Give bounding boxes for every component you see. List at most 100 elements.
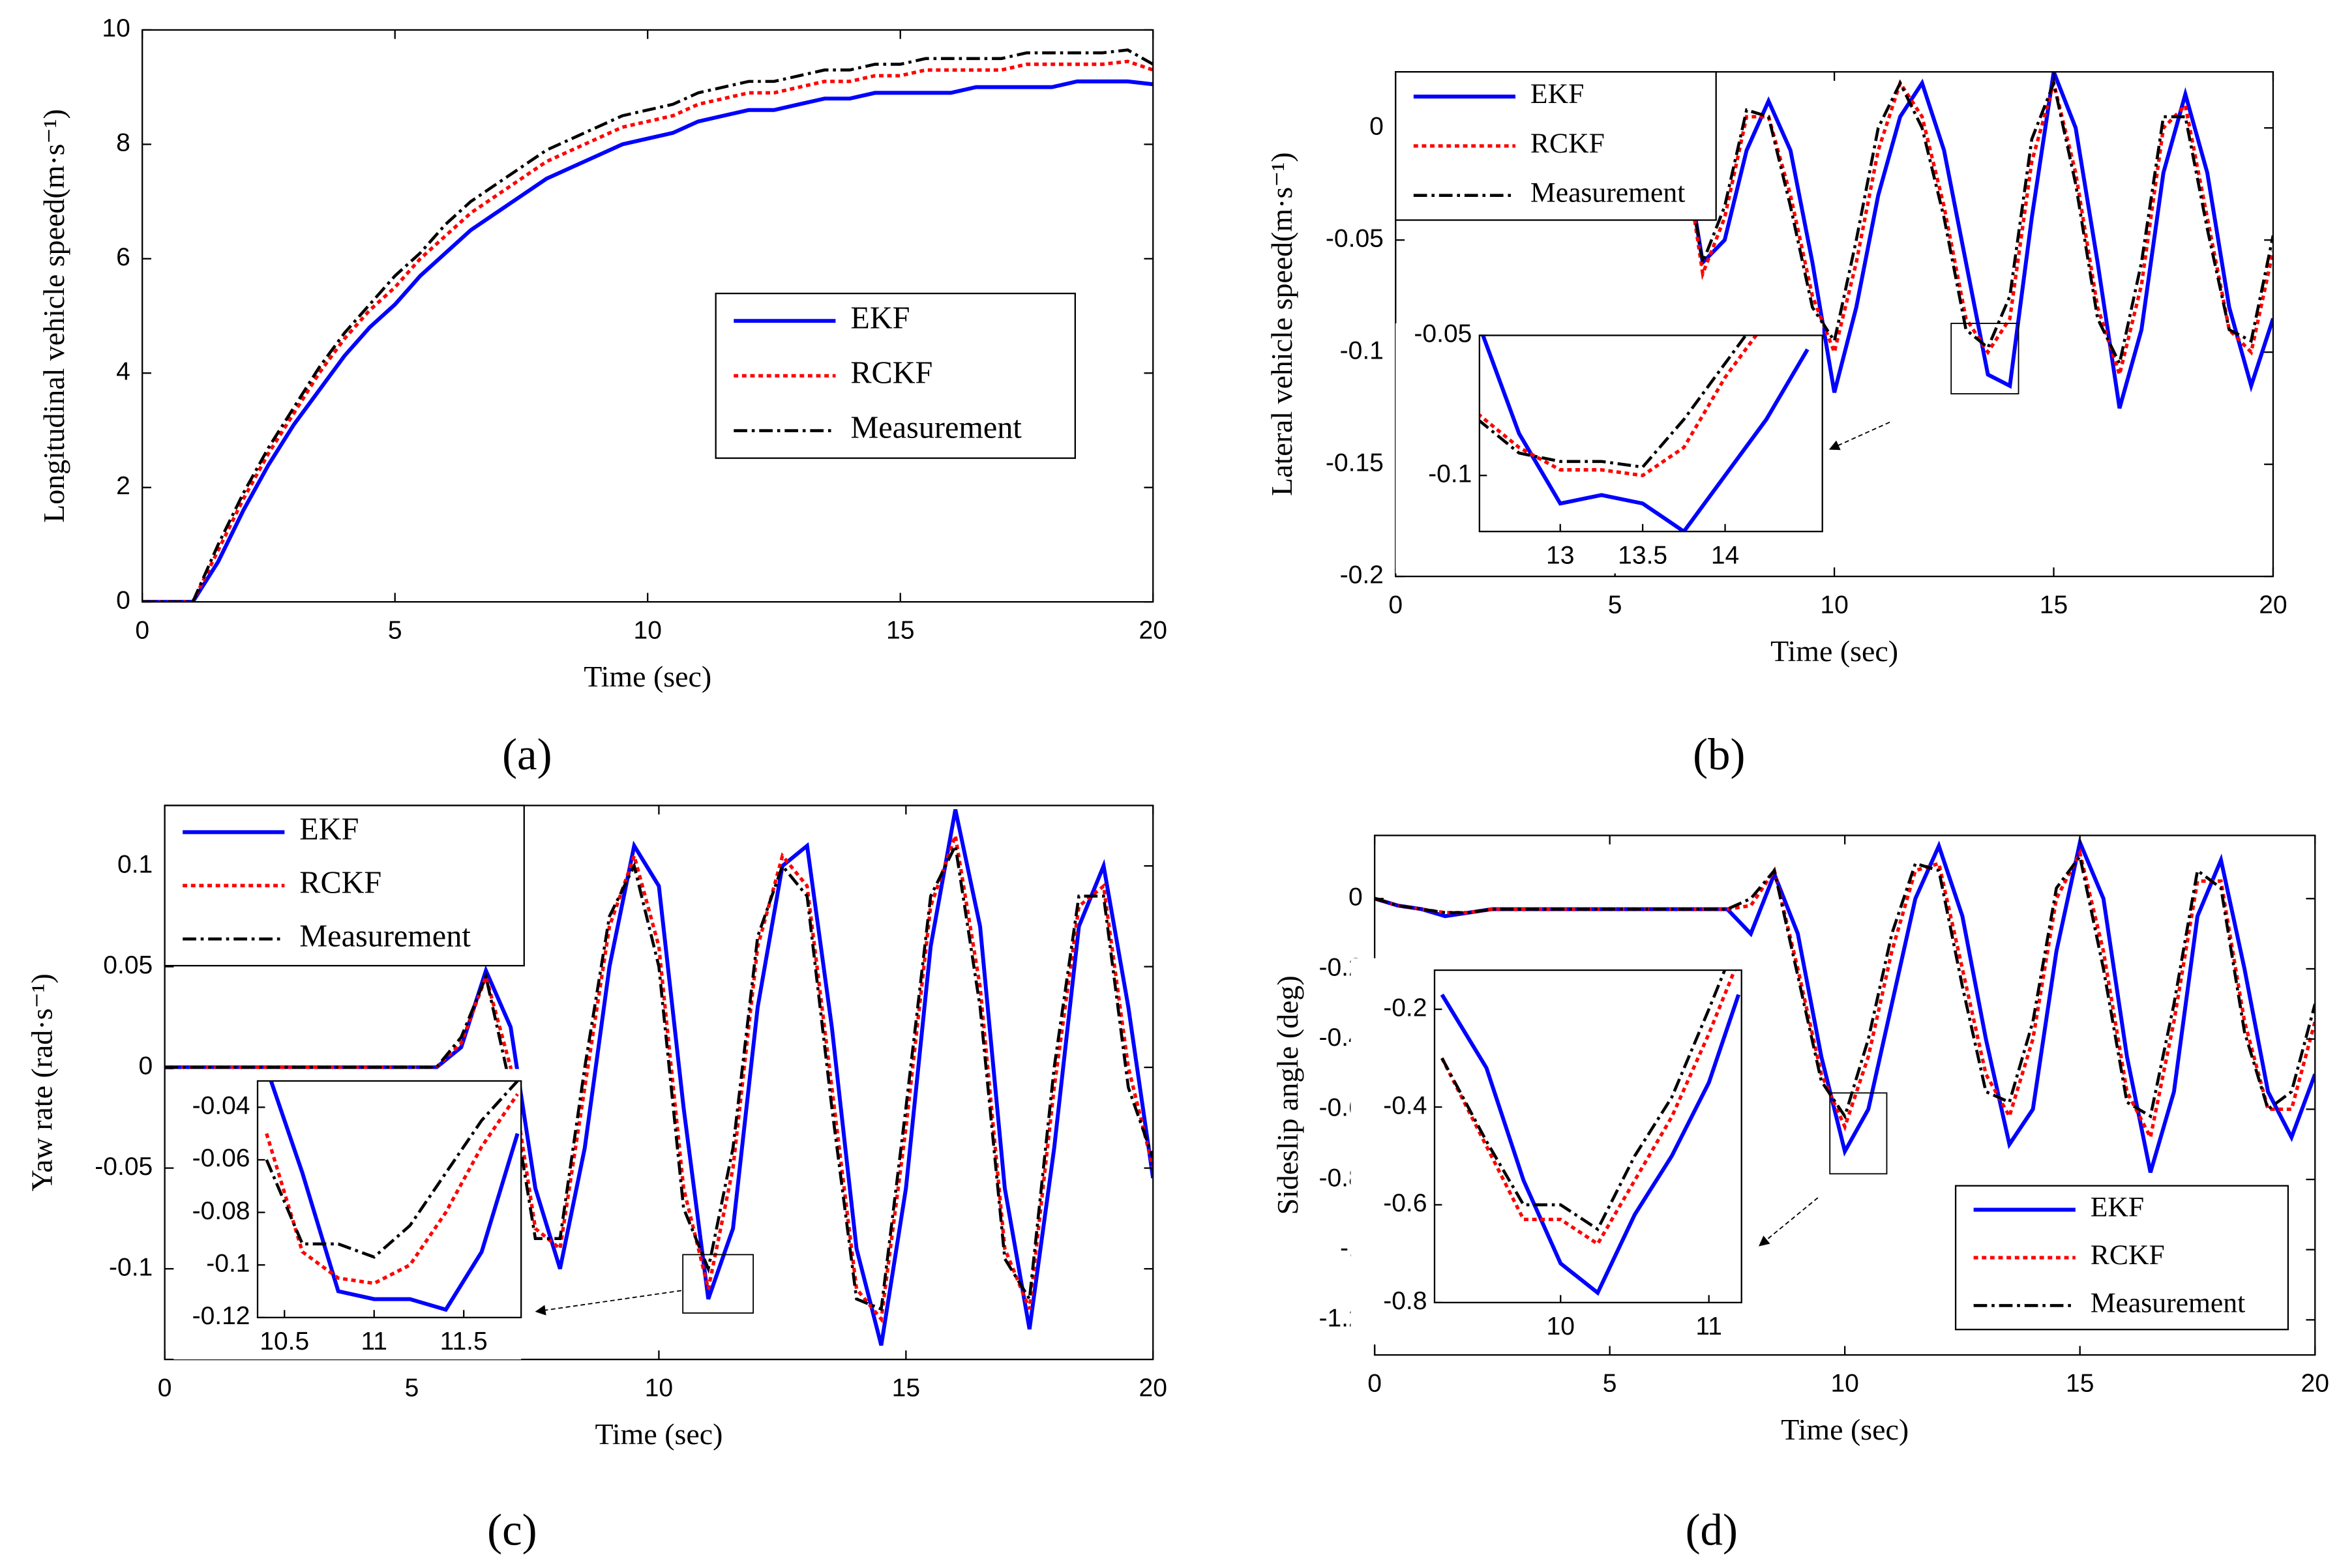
- inset-y-tick-label: -0.06: [192, 1144, 250, 1172]
- y-axis-label: Sideslip angle (deg): [1271, 975, 1304, 1215]
- inset-series-group: [1440, 970, 1740, 1296]
- panel-label: (c): [487, 1505, 537, 1555]
- x-tick-label: 5: [1603, 1369, 1617, 1397]
- inset-series-group: [265, 1080, 520, 1312]
- x-tick-label: 20: [1139, 616, 1167, 644]
- x-tick-label: 5: [1608, 591, 1622, 619]
- x-tick-label: 10: [645, 1374, 673, 1402]
- inset-y-tick-label: -0.2: [1383, 994, 1427, 1022]
- x-tick-label: 15: [2066, 1369, 2094, 1397]
- legend-label: EKF: [1530, 78, 1584, 110]
- x-tick-label: 0: [135, 616, 149, 644]
- x-tick-label: 0: [158, 1374, 172, 1402]
- x-tick-label: 5: [405, 1374, 419, 1402]
- legend-label: Measurement: [850, 411, 1022, 445]
- panel-label: (a): [502, 730, 552, 779]
- y-tick-label: 8: [116, 129, 130, 157]
- axes-box: [164, 805, 1154, 1361]
- panel-label: (d): [1686, 1505, 1738, 1555]
- y-tick-label: -0.05: [95, 1153, 153, 1181]
- series-line: [1395, 76, 2273, 381]
- x-tick-label: 20: [2259, 591, 2287, 619]
- y-axis-label: Longitudinal vehicle speed(m·s⁻¹): [37, 109, 70, 523]
- y-tick-label: 0: [1348, 883, 1363, 911]
- y-axis-label: Yaw rate (rad·s⁻¹): [25, 973, 58, 1191]
- inset-x-tick-label: 11: [1695, 1312, 1722, 1340]
- series-line: [142, 48, 1154, 602]
- x-tick-label: 20: [2301, 1369, 2329, 1397]
- legend-label: RCKF: [2091, 1239, 2165, 1271]
- inset-y-tick-label: -0.8: [1383, 1287, 1427, 1315]
- y-tick-label: -0.15: [1326, 449, 1384, 477]
- inset-line: [1440, 970, 1736, 1247]
- inset-x-tick-label: 13.5: [1618, 542, 1667, 570]
- series-group: [1375, 836, 2316, 1174]
- x-tick-label: 15: [2040, 591, 2068, 619]
- legend-label: Measurement: [1530, 177, 1685, 209]
- inset-x-tick-label: 11: [361, 1327, 387, 1355]
- inset-line: [1479, 335, 1759, 478]
- x-tick-label: 10: [1820, 591, 1848, 619]
- legend-label: EKF: [2091, 1191, 2144, 1222]
- legend-label: Measurement: [2091, 1287, 2245, 1318]
- y-tick-label: 4: [116, 358, 130, 386]
- legend-label: EKF: [299, 812, 359, 846]
- x-axis-label: Time (sec): [1770, 634, 1898, 668]
- x-tick-label: 10: [634, 616, 662, 644]
- legend-label: RCKF: [1530, 128, 1605, 159]
- inset-line: [265, 1093, 519, 1286]
- inset-box: [1478, 334, 1823, 533]
- series-line: [142, 59, 1154, 602]
- zoom-arrow: [535, 1290, 682, 1316]
- inset-y-tick-label: -0.6: [1383, 1189, 1427, 1217]
- y-tick-label: 2: [116, 472, 130, 500]
- inset-box: [1433, 969, 1742, 1303]
- inset-x-tick-label: 10: [1547, 1312, 1575, 1340]
- y-tick-label: 0: [139, 1052, 153, 1080]
- series-group: [164, 809, 1154, 1346]
- panel-label: (b): [1693, 730, 1745, 779]
- y-tick-label: 6: [116, 243, 130, 271]
- y-axis-label: Lateral vehicle speed(m·s⁻¹): [1265, 152, 1298, 496]
- inset-x-tick-label: 10.5: [260, 1327, 309, 1355]
- legend-label: Measurement: [299, 919, 471, 953]
- x-tick-label: 15: [886, 616, 914, 644]
- legend-label: EKF: [850, 301, 910, 335]
- inset-y-tick-label: -0.1: [206, 1249, 250, 1277]
- x-tick-label: 15: [892, 1374, 920, 1402]
- inset-x-tick-label: 11.5: [440, 1327, 488, 1355]
- x-tick-label: 10: [1830, 1369, 1858, 1397]
- zoom-arrow: [1828, 421, 1890, 451]
- inset-y-tick-label: -0.1: [1428, 460, 1472, 488]
- inset-line: [1440, 993, 1740, 1296]
- y-tick-label: 0.1: [117, 850, 153, 878]
- x-axis-label: Time (sec): [595, 1417, 723, 1451]
- y-tick-label: 0.05: [103, 951, 153, 979]
- inset-line: [265, 1080, 519, 1259]
- x-tick-label: 0: [1388, 591, 1403, 619]
- x-tick-label: 5: [388, 616, 402, 644]
- inset-line: [269, 1080, 520, 1312]
- series-line: [1375, 853, 2316, 1120]
- series-line: [164, 840, 1154, 1312]
- inset-y-tick-label: -0.12: [192, 1302, 250, 1330]
- inset-x-tick-label: 13: [1546, 542, 1574, 570]
- axes-box: [142, 29, 1154, 603]
- zoom-box: [682, 1254, 754, 1314]
- inset-box: [256, 1080, 522, 1318]
- legend-label: RCKF: [850, 355, 932, 390]
- legend-label: RCKF: [299, 865, 381, 900]
- series-group: [142, 48, 1154, 602]
- inset-y-tick-label: -0.05: [1414, 320, 1472, 348]
- y-tick-label: -0.1: [1340, 336, 1384, 364]
- x-tick-label: 0: [1367, 1369, 1382, 1397]
- series-line: [142, 79, 1154, 602]
- inset-line: [1440, 970, 1727, 1232]
- x-axis-label: Time (sec): [1781, 1413, 1909, 1446]
- inset-x-tick-label: 14: [1711, 542, 1739, 570]
- x-tick-label: 20: [1139, 1374, 1167, 1402]
- y-tick-label: 0: [116, 586, 130, 614]
- inset-bg: [1350, 958, 1742, 1345]
- zoom-box: [1829, 1092, 1888, 1175]
